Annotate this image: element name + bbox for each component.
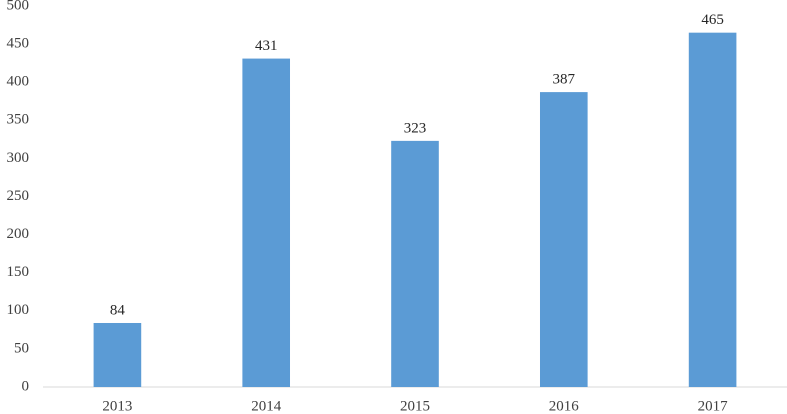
x-tick-label: 2017 [698,398,729,414]
bar [539,92,588,387]
y-tick-label: 400 [7,74,30,90]
x-tick-label: 2015 [400,398,430,414]
y-tick-label: 150 [7,264,30,280]
data-label: 387 [553,72,576,88]
bar [93,322,142,387]
y-tick-label: 200 [7,226,30,242]
y-tick-label: 450 [7,36,30,52]
y-tick-label: 350 [7,112,30,128]
y-tick-label: 250 [7,188,30,204]
data-label: 84 [110,302,126,318]
data-label: 431 [255,38,278,54]
bar [242,58,291,387]
x-tick-label: 2014 [251,398,282,414]
y-tick-label: 300 [7,150,30,166]
data-label: 323 [404,120,427,136]
bar [688,32,737,388]
bar [391,140,439,387]
x-tick-label: 2016 [549,398,580,414]
y-tick-label: 0 [22,378,30,394]
x-tick-label: 2013 [102,398,132,414]
y-tick-label: 500 [7,0,30,13]
y-tick-label: 100 [7,302,30,318]
y-tick-label: 50 [14,340,29,356]
data-label: 465 [701,12,724,28]
